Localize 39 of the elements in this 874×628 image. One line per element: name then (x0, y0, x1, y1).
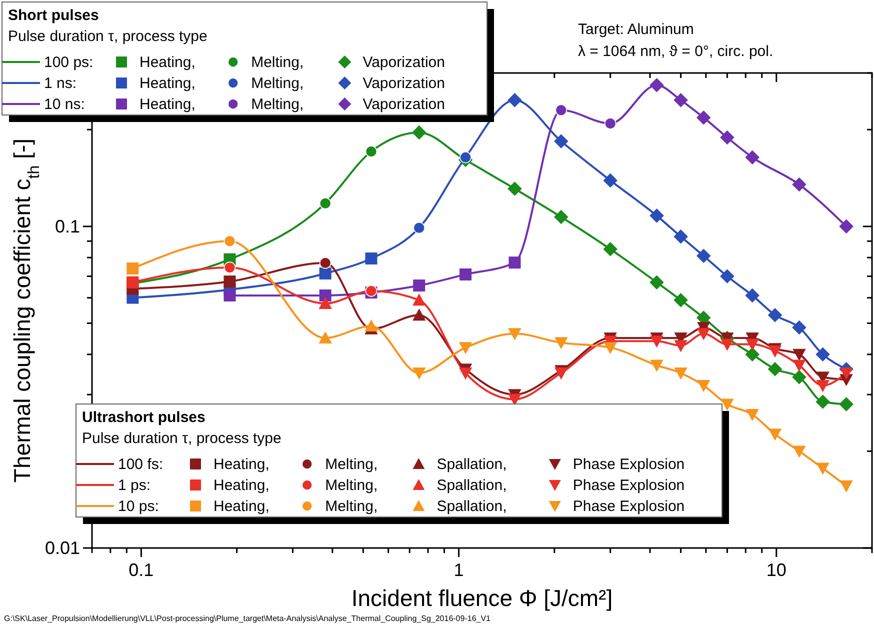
annotation: Pulse duration τ, process type (82, 430, 282, 447)
x-tick-label: 10 (766, 560, 786, 580)
legend-label: Melting, (251, 75, 304, 92)
legend-label: Phase Explosion (572, 498, 685, 515)
legend-label: Melting, (251, 54, 304, 71)
legend-label: Spallation, (436, 477, 507, 494)
legend-label: Heating, (140, 54, 196, 71)
legend-label: 100 fs: (118, 456, 164, 473)
legend-label: Spallation, (436, 456, 507, 473)
legend-label: 10 ps: (118, 498, 159, 515)
legend-label: Heating, (214, 477, 270, 494)
legend-label: Heating, (214, 498, 270, 515)
legend-label: Vaporization (362, 96, 445, 113)
text: G:\SK\Laser_Propulsion\Modellierung\VLL\Post-processing\Plume_target\Meta-Analysis\Analyse_Thermal_Coupling_Sg_2016-09-16_V1 (4, 614, 492, 623)
y-tick-label: 0.01 (44, 538, 80, 558)
legend-label: Vaporization (362, 75, 445, 92)
legend-label: Melting, (325, 456, 378, 473)
legend-label: 100 ps: (44, 54, 94, 71)
x-tick-label: 0.1 (128, 560, 154, 580)
legend-label: Melting, (325, 498, 378, 515)
x-axis-title: Incident fluence Φ [J/cm²] (351, 585, 613, 611)
annotation: Ultrashort pulses (82, 409, 206, 426)
legend-label: Spallation, (436, 498, 507, 515)
x-tick-label: 1 (454, 560, 464, 580)
legend-label: 1 ns: (44, 75, 77, 92)
legend-label: Phase Explosion (572, 477, 685, 494)
legend-label: Heating, (140, 75, 196, 92)
text: λ = 1064 nm, ϑ = 0°, circ. pol. (578, 43, 774, 60)
legend-label: Heating, (214, 456, 270, 473)
text: Target: Aluminum (578, 21, 694, 38)
legend-label: Melting, (325, 477, 378, 494)
legend-label: Heating, (140, 96, 196, 113)
legend-label: Melting, (251, 96, 304, 113)
text: Pulse duration τ, process type (8, 28, 208, 45)
legend-label: 1 ps: (118, 477, 151, 494)
legend-label: Vaporization (362, 54, 445, 71)
legend-label: Phase Explosion (572, 456, 685, 473)
text: Short pulses (8, 7, 99, 24)
legend-label: 10 ns: (44, 96, 85, 113)
